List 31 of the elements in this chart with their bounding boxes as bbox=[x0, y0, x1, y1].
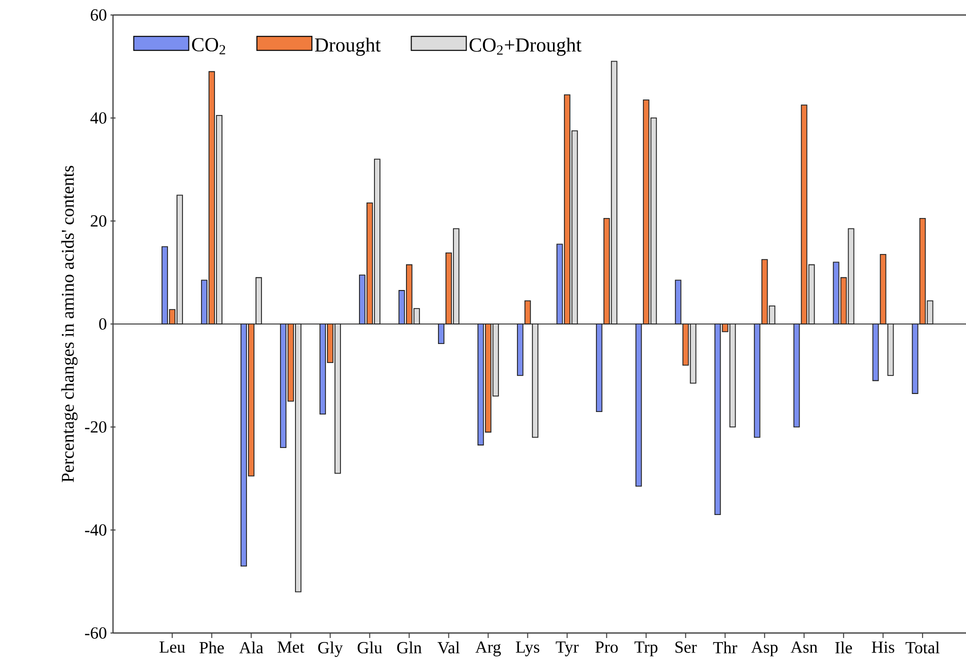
y-tick-label: 20 bbox=[90, 215, 106, 227]
y-axis-title: Percentage changes in amino acids' contents bbox=[61, 166, 78, 482]
x-tick-label: Leu bbox=[160, 642, 186, 653]
y-tick-label: 40 bbox=[90, 112, 106, 124]
x-tick-label: His bbox=[872, 642, 894, 653]
legend-label: CO$_{2}$+Drought bbox=[470, 38, 582, 56]
x-tick-label: Arg bbox=[475, 642, 501, 656]
y-tick-label: -20 bbox=[85, 421, 106, 433]
x-tick-label: Total bbox=[906, 642, 940, 654]
x-tick-label: Glu bbox=[358, 642, 382, 654]
x-tick-label: Asp bbox=[751, 642, 778, 656]
y-tick-label: -40 bbox=[85, 524, 106, 536]
x-tick-label: Met bbox=[278, 642, 304, 653]
x-tick-label: Phe bbox=[200, 642, 224, 654]
y-tick-label: 0 bbox=[99, 318, 106, 330]
x-tick-label: Val bbox=[438, 642, 460, 654]
x-tick-label: Ala bbox=[239, 642, 264, 654]
legend-label: CO$_{2}$ bbox=[192, 38, 226, 54]
x-tick-label: Lys bbox=[516, 642, 540, 656]
x-tick-label: Gly bbox=[318, 642, 343, 657]
x-tick-label: Trp bbox=[634, 642, 658, 656]
x-tick-label: Asn bbox=[790, 642, 818, 653]
x-tick-label: Ile bbox=[835, 642, 852, 654]
x-tick-label: Ser bbox=[675, 642, 697, 653]
x-tick-label: Pro bbox=[595, 642, 618, 653]
x-tick-label: Gln bbox=[397, 642, 422, 654]
legend-label: Drought bbox=[314, 38, 381, 56]
x-tick-label: Tyr bbox=[556, 642, 579, 656]
x-tick-label: Thr bbox=[713, 642, 738, 654]
y-tick-label: 60 bbox=[90, 9, 106, 21]
y-tick-label: -60 bbox=[85, 627, 106, 639]
